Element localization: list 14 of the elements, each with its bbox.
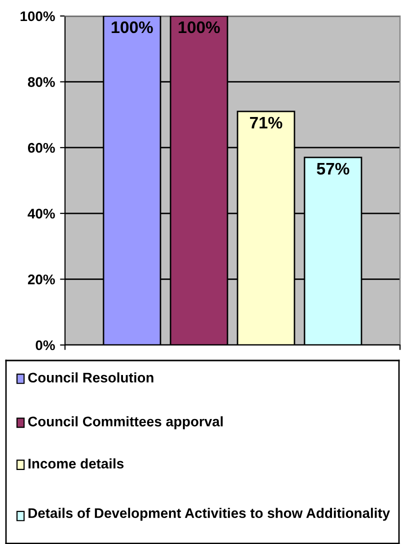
- legend-label: Council Resolution: [28, 372, 154, 383]
- y-tick-label: 40%: [28, 208, 55, 219]
- legend-label: Details of Development Activities to show Additionality: [28, 508, 390, 521]
- y-tick-label: 0%: [36, 340, 55, 350]
- y-tick-label: 60%: [28, 142, 55, 153]
- legend-label: Income details: [28, 458, 124, 469]
- y-tick-label: 80%: [28, 77, 55, 87]
- data-label: 57%: [316, 162, 350, 175]
- y-tick-label: 100%: [20, 11, 55, 22]
- y-tick-label: 20%: [28, 274, 55, 284]
- data-label: 100%: [112, 21, 153, 34]
- data-label: 100%: [178, 21, 220, 34]
- legend-label: Council Committees apporval: [28, 416, 223, 430]
- data-label: 71%: [250, 116, 282, 129]
